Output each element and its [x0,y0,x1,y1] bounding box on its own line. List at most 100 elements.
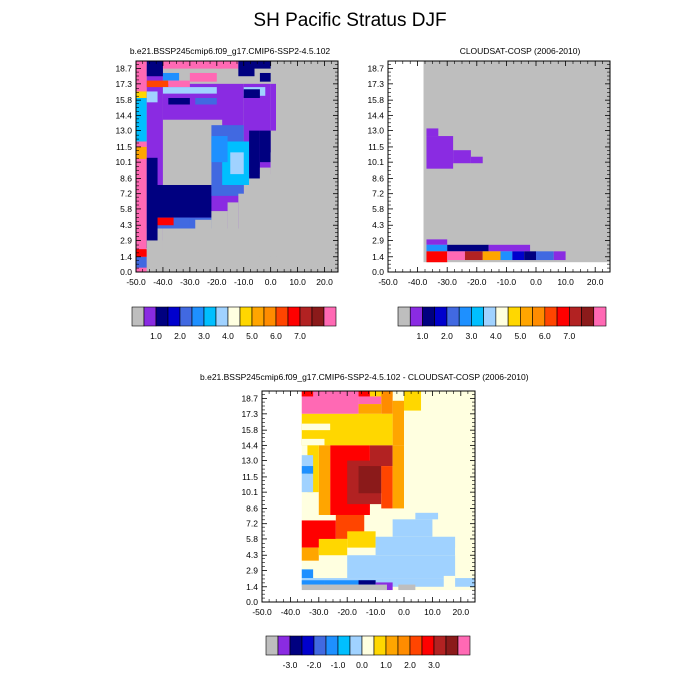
x-tick-label: -10.0 [366,607,386,617]
heatmap-cell [238,61,255,77]
x-tick-label: 0.0 [265,277,277,287]
y-tick-label: 18.7 [367,64,384,74]
colorbar-label: 2.0 [174,331,186,341]
colorbar-box [289,635,303,656]
heatmap-cell [524,251,536,261]
y-tick-label: 17.3 [241,409,258,419]
heatmap-cell [301,584,387,591]
missing-region [259,167,271,272]
colorbar-box [263,306,277,327]
heatmap-cell [443,575,456,591]
colorbar-box [311,306,325,327]
heatmap-cell [447,251,465,261]
y-tick-label: 13.0 [241,456,258,466]
heatmap-cell [146,157,158,249]
heatmap-cell [488,244,531,252]
heatmap-cell [301,473,314,493]
heatmap-cell [136,249,147,257]
y-tick-label: 15.8 [367,95,384,105]
heatmap-cell [259,72,271,82]
heatmap-cell [347,531,376,548]
heatmap-cell [392,519,433,537]
heatmap-cell [324,580,376,585]
heatmap-cell [464,251,483,261]
heatmap-cell [168,80,190,88]
x-tick-label: -50.0 [378,277,398,287]
colorbar-box [409,635,423,656]
colorbar-box [471,306,484,327]
y-tick-label: 5.8 [372,204,384,214]
colorbar-box [325,635,339,656]
colorbar-label: 1.0 [417,331,429,341]
y-tick-label: 2.9 [120,235,132,245]
y-tick-label: 10.1 [241,487,258,497]
y-tick-label: 11.5 [368,142,384,152]
heatmap-cell [136,91,147,98]
missing-region [249,180,260,272]
heatmap-cell [136,97,147,142]
y-tick-label: 1.4 [246,582,258,592]
colorbar-box [215,306,229,327]
panel-1-title: b.e21.BSSP245cmip6.f09_g17.CMIP6-SSP2-4.… [129,46,331,56]
x-tick-label: 10.0 [557,277,574,287]
colorbar-box [277,635,291,656]
heatmap-cell [404,391,422,411]
y-tick-label: 15.8 [115,95,132,105]
colorbar-box [483,306,497,327]
y-tick-label: 8.6 [372,173,384,183]
colorbar-box [349,635,363,656]
colorbar-box [556,306,570,327]
colorbar-box [299,306,313,327]
heatmap-cell [230,152,244,175]
heatmap-cell [381,391,393,414]
heatmap-cell [136,61,147,272]
colorbar-box [131,306,145,327]
heatmap-cell [154,184,212,218]
colorbar-box [409,306,423,327]
colorbar-label: 0.0 [356,660,368,670]
heatmap-cell [301,580,325,585]
y-tick-label: 7.2 [372,189,384,199]
heatmap-cell [146,61,223,69]
colorbar-box [507,306,521,327]
heatmap-cell [392,400,404,446]
colorbar-box [568,306,582,327]
y-tick-label: 2.9 [246,565,258,575]
colorbar-box [397,306,411,327]
colorbar-box [313,635,327,656]
colorbar-label: 4.0 [490,331,502,341]
heatmap-cell [301,391,359,414]
heatmap-cell [301,423,331,431]
x-tick-label: -20.0 [338,607,358,617]
colorbar-box [433,635,447,656]
heatmap-cell [168,97,190,105]
panel-2-title: CLOUDSAT-COSP (2006-2010) [459,46,581,56]
y-tick-label: 7.2 [246,519,258,529]
colorbar-box [520,306,533,327]
x-tick-label: 0.0 [398,607,410,617]
y-tick-label: 0.0 [246,597,258,607]
heatmap-cell [301,391,314,397]
colorbar-box [421,635,435,656]
y-tick-label: 4.3 [246,550,258,560]
colorbar-label: -1.0 [331,660,346,670]
colorbar-box [239,306,253,327]
y-tick-label: 13.0 [367,126,384,136]
colorbar-box [458,306,472,327]
colorbar-box [495,306,509,327]
heatmap-cell [136,256,147,268]
heatmap-cell [146,91,158,103]
x-tick-label: 10.0 [424,607,441,617]
colorbar-box [323,306,337,327]
missing-region [270,152,277,272]
heatmap-cell [162,72,180,81]
x-tick-label: 0.0 [530,277,542,287]
heatmap-cell [173,217,190,226]
y-tick-label: 8.6 [120,173,132,183]
colorbar-box [397,635,411,656]
heatmap-cell [536,251,554,261]
colorbar-label: -3.0 [283,660,298,670]
colorbar-label: 7.0 [294,331,306,341]
colorbar-box [301,635,315,656]
heatmap-cell [375,536,456,556]
